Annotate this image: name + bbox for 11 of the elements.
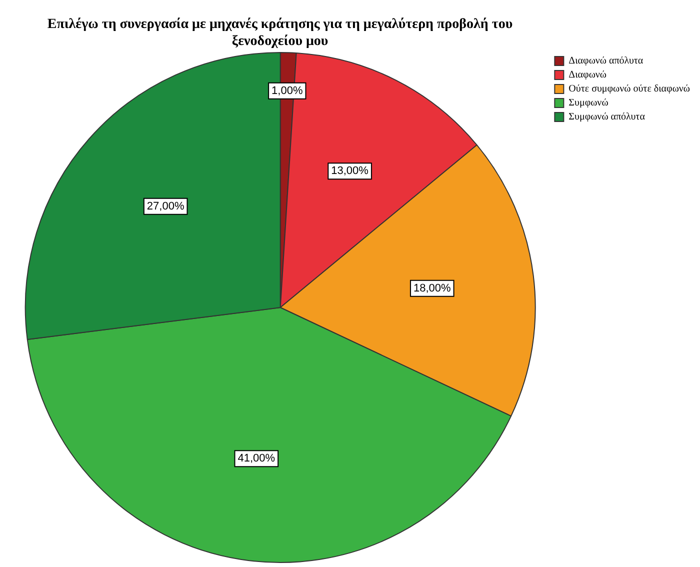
legend-label: Συμφωνώ (568, 98, 609, 109)
data-label: 18,00% (413, 282, 452, 294)
data-label: 13,00% (331, 165, 369, 178)
legend-label: Διαφωνώ απόλυτα (568, 56, 644, 67)
legend-label: Ούτε συμφωνώ ούτε διαφωνώ (568, 84, 690, 95)
chart-title: Επιλέγω τη συνεργασία με μηχανές κράτησης για τη μεγαλύτερη προβολή του ξενοδοχείου μου (46, 16, 514, 50)
legend-label: Διαφωνώ (568, 70, 607, 81)
legend-label: Συμφωνώ απόλυτα (568, 112, 646, 123)
data-label: 27,00% (146, 200, 184, 212)
data-label: 1,00% (272, 84, 303, 97)
data-label: 41,00% (238, 452, 276, 465)
